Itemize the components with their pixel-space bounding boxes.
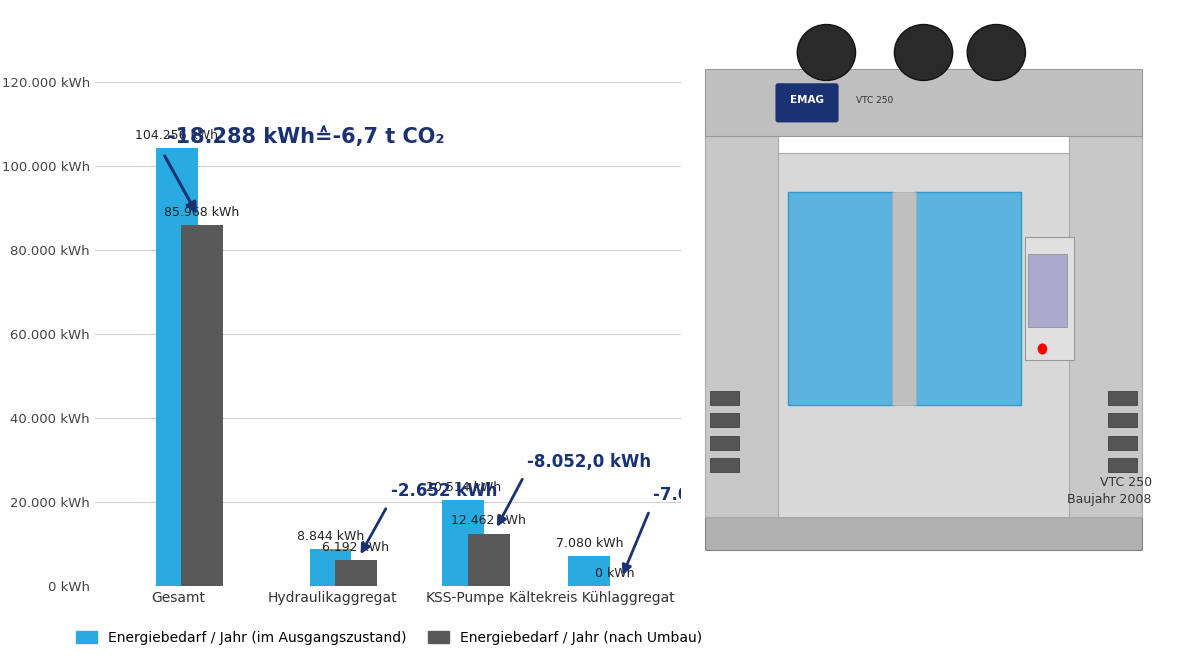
Bar — [778, 153, 1069, 517]
Bar — [1069, 137, 1141, 517]
Bar — [710, 458, 739, 472]
Bar — [155, 148, 198, 586]
FancyBboxPatch shape — [776, 83, 838, 123]
Text: 0 kWh: 0 kWh — [594, 567, 635, 580]
Bar — [468, 533, 509, 586]
Ellipse shape — [1037, 344, 1048, 354]
Text: 6.192 kWh: 6.192 kWh — [322, 541, 390, 553]
Bar — [914, 192, 1021, 405]
Bar — [1108, 458, 1137, 472]
Text: 104.256 kWh: 104.256 kWh — [135, 129, 218, 142]
Ellipse shape — [967, 25, 1025, 81]
Bar — [892, 192, 916, 405]
Text: 85.968 kWh: 85.968 kWh — [165, 206, 239, 218]
Bar — [309, 549, 352, 586]
Bar — [1108, 391, 1137, 405]
Bar — [710, 414, 739, 428]
Text: EMAG: EMAG — [790, 95, 824, 105]
Bar — [181, 225, 223, 586]
Text: VTC 250: VTC 250 — [856, 95, 893, 105]
Bar — [1108, 436, 1137, 450]
Bar — [1025, 237, 1074, 360]
Bar — [1028, 254, 1067, 326]
Text: -2.652 kWh: -2.652 kWh — [391, 482, 497, 500]
Bar — [704, 69, 1141, 137]
Text: -18.288 kWh≙-6,7 t CO₂: -18.288 kWh≙-6,7 t CO₂ — [167, 127, 444, 147]
Text: 20.514 kWh: 20.514 kWh — [426, 481, 501, 494]
Bar — [568, 556, 611, 586]
Bar — [704, 137, 778, 517]
Text: 7.080 kWh: 7.080 kWh — [555, 537, 623, 550]
Text: VTC 250
Baujahr 2008: VTC 250 Baujahr 2008 — [1067, 476, 1152, 505]
Bar — [443, 500, 484, 586]
Text: 12.462 kWh: 12.462 kWh — [451, 514, 526, 527]
Text: -8.052,0 kWh: -8.052,0 kWh — [527, 453, 651, 471]
Text: -7.080 kWh: -7.080 kWh — [654, 486, 759, 504]
Text: 8.844 kWh: 8.844 kWh — [297, 529, 365, 543]
Bar — [704, 517, 1141, 550]
Bar — [710, 391, 739, 405]
Bar — [787, 192, 894, 405]
Bar — [335, 560, 377, 586]
Ellipse shape — [797, 25, 856, 81]
Bar — [1108, 414, 1137, 428]
Ellipse shape — [894, 25, 953, 81]
Legend: Energiebedarf / Jahr (im Ausgangszustand), Energiebedarf / Jahr (nach Umbau): Energiebedarf / Jahr (im Ausgangszustand… — [71, 625, 707, 650]
Bar — [710, 436, 739, 450]
